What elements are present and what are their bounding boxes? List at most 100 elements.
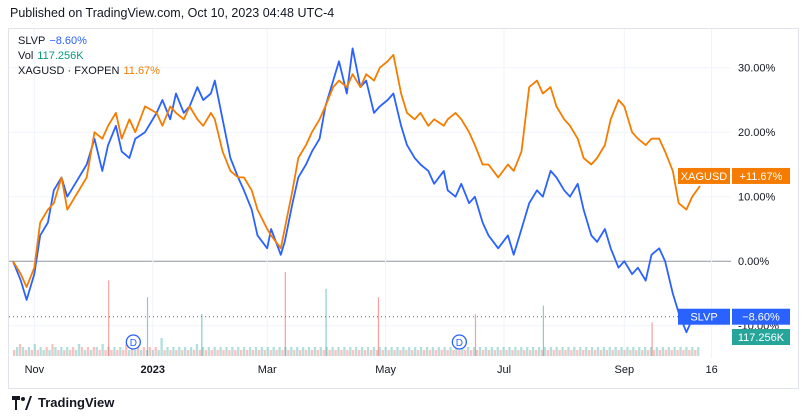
- volume-bar: [658, 350, 662, 356]
- volume-bar: [245, 350, 249, 356]
- legend-slvp-value: −8.60%: [49, 35, 87, 47]
- volume-bar: [416, 350, 420, 356]
- volume-bar: [278, 347, 281, 356]
- volume-bar: [490, 347, 494, 356]
- volume-spike-bar: [651, 322, 653, 356]
- y-tick-label: 30.00%: [738, 63, 776, 75]
- series-line-slvp[interactable]: [12, 47, 701, 334]
- volume-bar: [366, 347, 370, 356]
- volume-bar: [449, 347, 452, 356]
- slvp-value-tag: [732, 308, 790, 325]
- volume-bar: [116, 350, 119, 356]
- volume-bar: [455, 347, 458, 356]
- legend-row-slvp[interactable]: SLVP −8.60%: [18, 34, 160, 49]
- volume-bar: [263, 350, 266, 356]
- volume-bar: [355, 347, 358, 356]
- legend-row-volume[interactable]: Vol 117.256K: [18, 49, 160, 64]
- volume-spike-bar: [108, 280, 110, 356]
- volume-bar: [590, 347, 594, 356]
- volume-bar: [254, 347, 258, 356]
- volume-bar: [15, 347, 19, 356]
- volume-bar: [573, 347, 576, 356]
- x-tick-label: May: [375, 364, 396, 376]
- volume-bar: [523, 350, 526, 356]
- volume-bar: [431, 347, 435, 356]
- slvp-name-tag-label: SLVP: [690, 312, 717, 324]
- x-tick-label: Nov: [25, 364, 45, 376]
- dividend-marker-icon[interactable]: [125, 334, 141, 350]
- volume-spike-bar: [146, 297, 149, 356]
- volume-bar: [113, 347, 116, 356]
- volume-bar: [92, 347, 95, 356]
- volume-bar: [322, 350, 325, 356]
- volume-bar: [579, 347, 582, 356]
- volume-bar: [154, 347, 157, 356]
- volume-bar: [487, 350, 491, 356]
- dividend-marker-icon[interactable]: [451, 334, 468, 350]
- tradingview-brand: TradingView: [38, 395, 115, 410]
- volume-bar: [207, 347, 210, 356]
- volume-spike-bar: [474, 314, 477, 356]
- volume-bar: [688, 350, 691, 356]
- legend-row-xagusd[interactable]: XAGUSD · FXOPEN 11.67%: [18, 64, 160, 79]
- volume-bar: [60, 347, 63, 356]
- volume-bar: [608, 347, 611, 356]
- volume-bar: [437, 347, 440, 356]
- x-tick-label: Mar: [258, 364, 277, 376]
- legend-slvp-name: SLVP: [18, 35, 46, 47]
- volume-bar: [125, 344, 128, 356]
- volume-bar: [402, 347, 405, 356]
- volume-bar: [475, 350, 479, 356]
- volume-bar: [201, 347, 205, 356]
- volume-bar: [33, 344, 36, 356]
- volume-bar: [540, 350, 544, 356]
- volume-spike-bar: [201, 314, 203, 356]
- volume-bar: [242, 347, 246, 356]
- volume-bar: [290, 347, 293, 356]
- volume-bar: [83, 350, 87, 356]
- series-line-xagusd[interactable]: [12, 53, 701, 288]
- volume-bar: [21, 347, 25, 356]
- volume-bar: [328, 350, 331, 356]
- volume-bar: [237, 347, 240, 356]
- volume-bar: [48, 350, 51, 356]
- volume-bar: [411, 350, 414, 356]
- volume-bar: [275, 350, 278, 356]
- volume-bar: [352, 350, 355, 356]
- volume-bar: [101, 344, 104, 356]
- volume-bar: [582, 350, 585, 356]
- volume-bar: [405, 350, 408, 356]
- volume-bar: [623, 350, 626, 356]
- volume-bar: [387, 350, 390, 356]
- volume-bar: [260, 347, 264, 356]
- volume-bar: [325, 347, 328, 356]
- volume-bar: [66, 347, 69, 356]
- tradingview-footer[interactable]: TradingView: [12, 395, 114, 410]
- volume-bar: [160, 338, 163, 356]
- volume-bar: [301, 347, 305, 356]
- volume-bar: [257, 350, 261, 356]
- volume-bar: [175, 350, 178, 356]
- volume-bar: [296, 347, 299, 356]
- volume-bar: [661, 347, 665, 356]
- volume-bar: [428, 350, 432, 356]
- volume-bar: [71, 347, 75, 356]
- volume-bar: [694, 350, 697, 356]
- volume-bar: [638, 347, 641, 356]
- volume-bar: [643, 347, 647, 356]
- published-caption: Published on TradingView.com, Oct 10, 20…: [10, 6, 335, 20]
- y-tick-label: 0.00%: [738, 256, 769, 268]
- volume-bar: [266, 347, 269, 356]
- volume-bar: [184, 347, 187, 356]
- volume-bar: [319, 347, 322, 356]
- volume-bar: [570, 350, 573, 356]
- volume-bar: [685, 347, 688, 356]
- volume-bar: [576, 350, 579, 356]
- x-tick-label: Jul: [497, 364, 511, 376]
- volume-bar: [673, 347, 676, 356]
- volume-bar: [27, 347, 31, 356]
- volume-bar: [95, 347, 98, 356]
- volume-bar: [216, 350, 219, 356]
- volume-bar: [198, 350, 202, 356]
